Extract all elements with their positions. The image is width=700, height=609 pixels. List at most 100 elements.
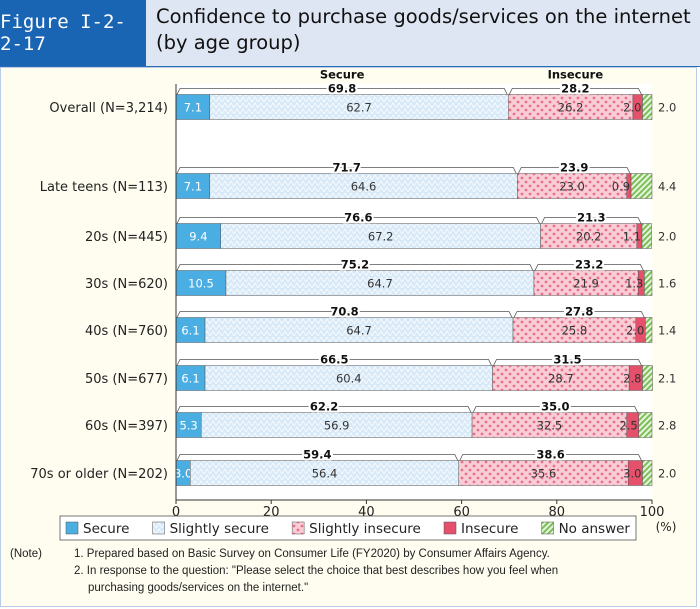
- legend-swatch-insecure: [443, 521, 457, 535]
- data-label: 21.9: [573, 277, 599, 291]
- legend-label: Insecure: [461, 521, 518, 537]
- category-label: 60s (N=397): [85, 419, 168, 434]
- data-label: 3.0: [623, 467, 641, 481]
- bar-slightly-secure: [209, 94, 509, 120]
- bar-slightly-insecure: [507, 94, 634, 120]
- data-label: 2.8: [623, 372, 641, 386]
- data-label: 2.0: [626, 324, 644, 338]
- bar-slightly-insecure: [517, 173, 628, 199]
- data-label: 2.0: [658, 101, 676, 115]
- data-label: 67.2: [368, 230, 394, 244]
- bar-no-answer: [641, 223, 652, 249]
- data-label: 5.3: [179, 419, 197, 433]
- legend-swatch-secure: [65, 521, 79, 535]
- legend-label: Secure: [83, 521, 129, 537]
- data-label: 64.6: [351, 180, 377, 194]
- insecure-bracket: [493, 359, 642, 366]
- secure-bracket: [176, 359, 492, 366]
- insecure-bracket: [472, 406, 639, 413]
- data-label: 1.3: [625, 277, 643, 291]
- secure-bracket: [176, 88, 508, 95]
- data-label: 2.8: [658, 419, 676, 433]
- bar-secure: [175, 173, 211, 199]
- secure-total-label: 59.4: [303, 448, 331, 462]
- data-label: 32.5: [537, 419, 563, 433]
- data-label: 2.5: [619, 419, 637, 433]
- bar-no-answer: [630, 173, 653, 199]
- category-label: 70s or older (N=202): [30, 467, 168, 482]
- data-label: 3.0: [174, 467, 192, 481]
- data-label: 6.1: [181, 324, 199, 338]
- data-label: 1.4: [658, 324, 676, 338]
- insecure-bracket: [541, 217, 642, 224]
- secure-total-label: 70.8: [330, 305, 358, 319]
- data-label: 4.4: [658, 180, 676, 194]
- data-label: 7.1: [184, 101, 202, 115]
- insecure-total-label: 31.5: [553, 353, 581, 367]
- data-label: 2.1: [658, 372, 676, 386]
- figure-label: Figure I-2-2-17: [0, 0, 146, 66]
- legend-swatch-slightly-secure: [152, 521, 165, 535]
- bar-secure: [175, 317, 206, 343]
- insecure-bracket: [534, 264, 644, 271]
- note-label: (Note): [10, 548, 42, 560]
- note-1: 1. Prepared based on Basic Survey on Con…: [74, 548, 550, 560]
- category-label: 30s (N=620): [85, 277, 168, 292]
- category-label: Overall (N=3,214): [49, 101, 168, 116]
- legend-label: No answer: [559, 521, 631, 537]
- secure-total-label: 71.7: [332, 161, 360, 175]
- bar-slightly-secure: [190, 460, 459, 486]
- legend-swatch-slightly-insecure: [291, 521, 305, 535]
- bar-secure: [175, 412, 202, 438]
- secure-total-label: 75.2: [341, 258, 369, 272]
- data-label: 64.7: [367, 277, 393, 291]
- data-label: 25.8: [562, 324, 588, 338]
- bar-secure: [175, 94, 211, 120]
- data-label: 20.2: [576, 230, 602, 244]
- bar-slightly-insecure: [458, 460, 629, 486]
- data-label: 28.7: [548, 372, 574, 386]
- chart-title: Confidence to purchase goods/services on…: [156, 5, 691, 54]
- bar-no-answer: [638, 412, 653, 438]
- data-label: 60.4: [336, 372, 362, 386]
- bar-slightly-secure: [204, 365, 493, 391]
- data-label: 56.9: [324, 419, 350, 433]
- insecure-bracket: [517, 167, 631, 174]
- data-label: 2.0: [623, 101, 641, 115]
- insecure-total-label: 38.6: [536, 448, 564, 462]
- bar-slightly-secure: [225, 270, 535, 296]
- category-label: 40s (N=760): [85, 324, 168, 339]
- secure-bracket-title: Secure: [320, 68, 365, 82]
- legend-label: Slightly secure: [170, 521, 269, 537]
- bar-secure: [175, 270, 227, 296]
- bar-slightly-insecure: [540, 223, 638, 249]
- data-label: 2.0: [658, 230, 676, 244]
- bar-no-answer: [642, 365, 653, 391]
- secure-total-label: 66.5: [320, 353, 348, 367]
- bar-slightly-insecure: [492, 365, 630, 391]
- bar-no-answer: [642, 94, 653, 120]
- insecure-total-label: 21.3: [577, 211, 605, 225]
- bar-no-answer: [642, 460, 653, 486]
- insecure-total-label: 35.0: [541, 400, 569, 414]
- secure-total-label: 69.8: [328, 82, 356, 96]
- insecure-bracket: [508, 88, 642, 95]
- insecure-bracket: [513, 311, 645, 318]
- data-label: 10.5: [188, 277, 214, 291]
- x-tick-label: 100: [640, 505, 665, 520]
- legend-label: Slightly insecure: [309, 521, 421, 537]
- secure-bracket: [176, 406, 472, 413]
- insecure-bracket: [459, 454, 642, 461]
- data-label: 2.0: [658, 467, 676, 481]
- bar-slightly-insecure: [512, 317, 637, 343]
- x-unit-label: (%): [656, 520, 677, 534]
- insecure-total-label: 23.9: [560, 161, 588, 175]
- category-label: 50s (N=677): [85, 372, 168, 387]
- data-label: 7.1: [184, 180, 202, 194]
- secure-bracket: [176, 264, 534, 271]
- secure-total-label: 62.2: [310, 400, 338, 414]
- data-label: 26.2: [558, 101, 584, 115]
- legend-swatch-no-answer: [541, 521, 554, 535]
- insecure-total-label: 23.2: [575, 258, 603, 272]
